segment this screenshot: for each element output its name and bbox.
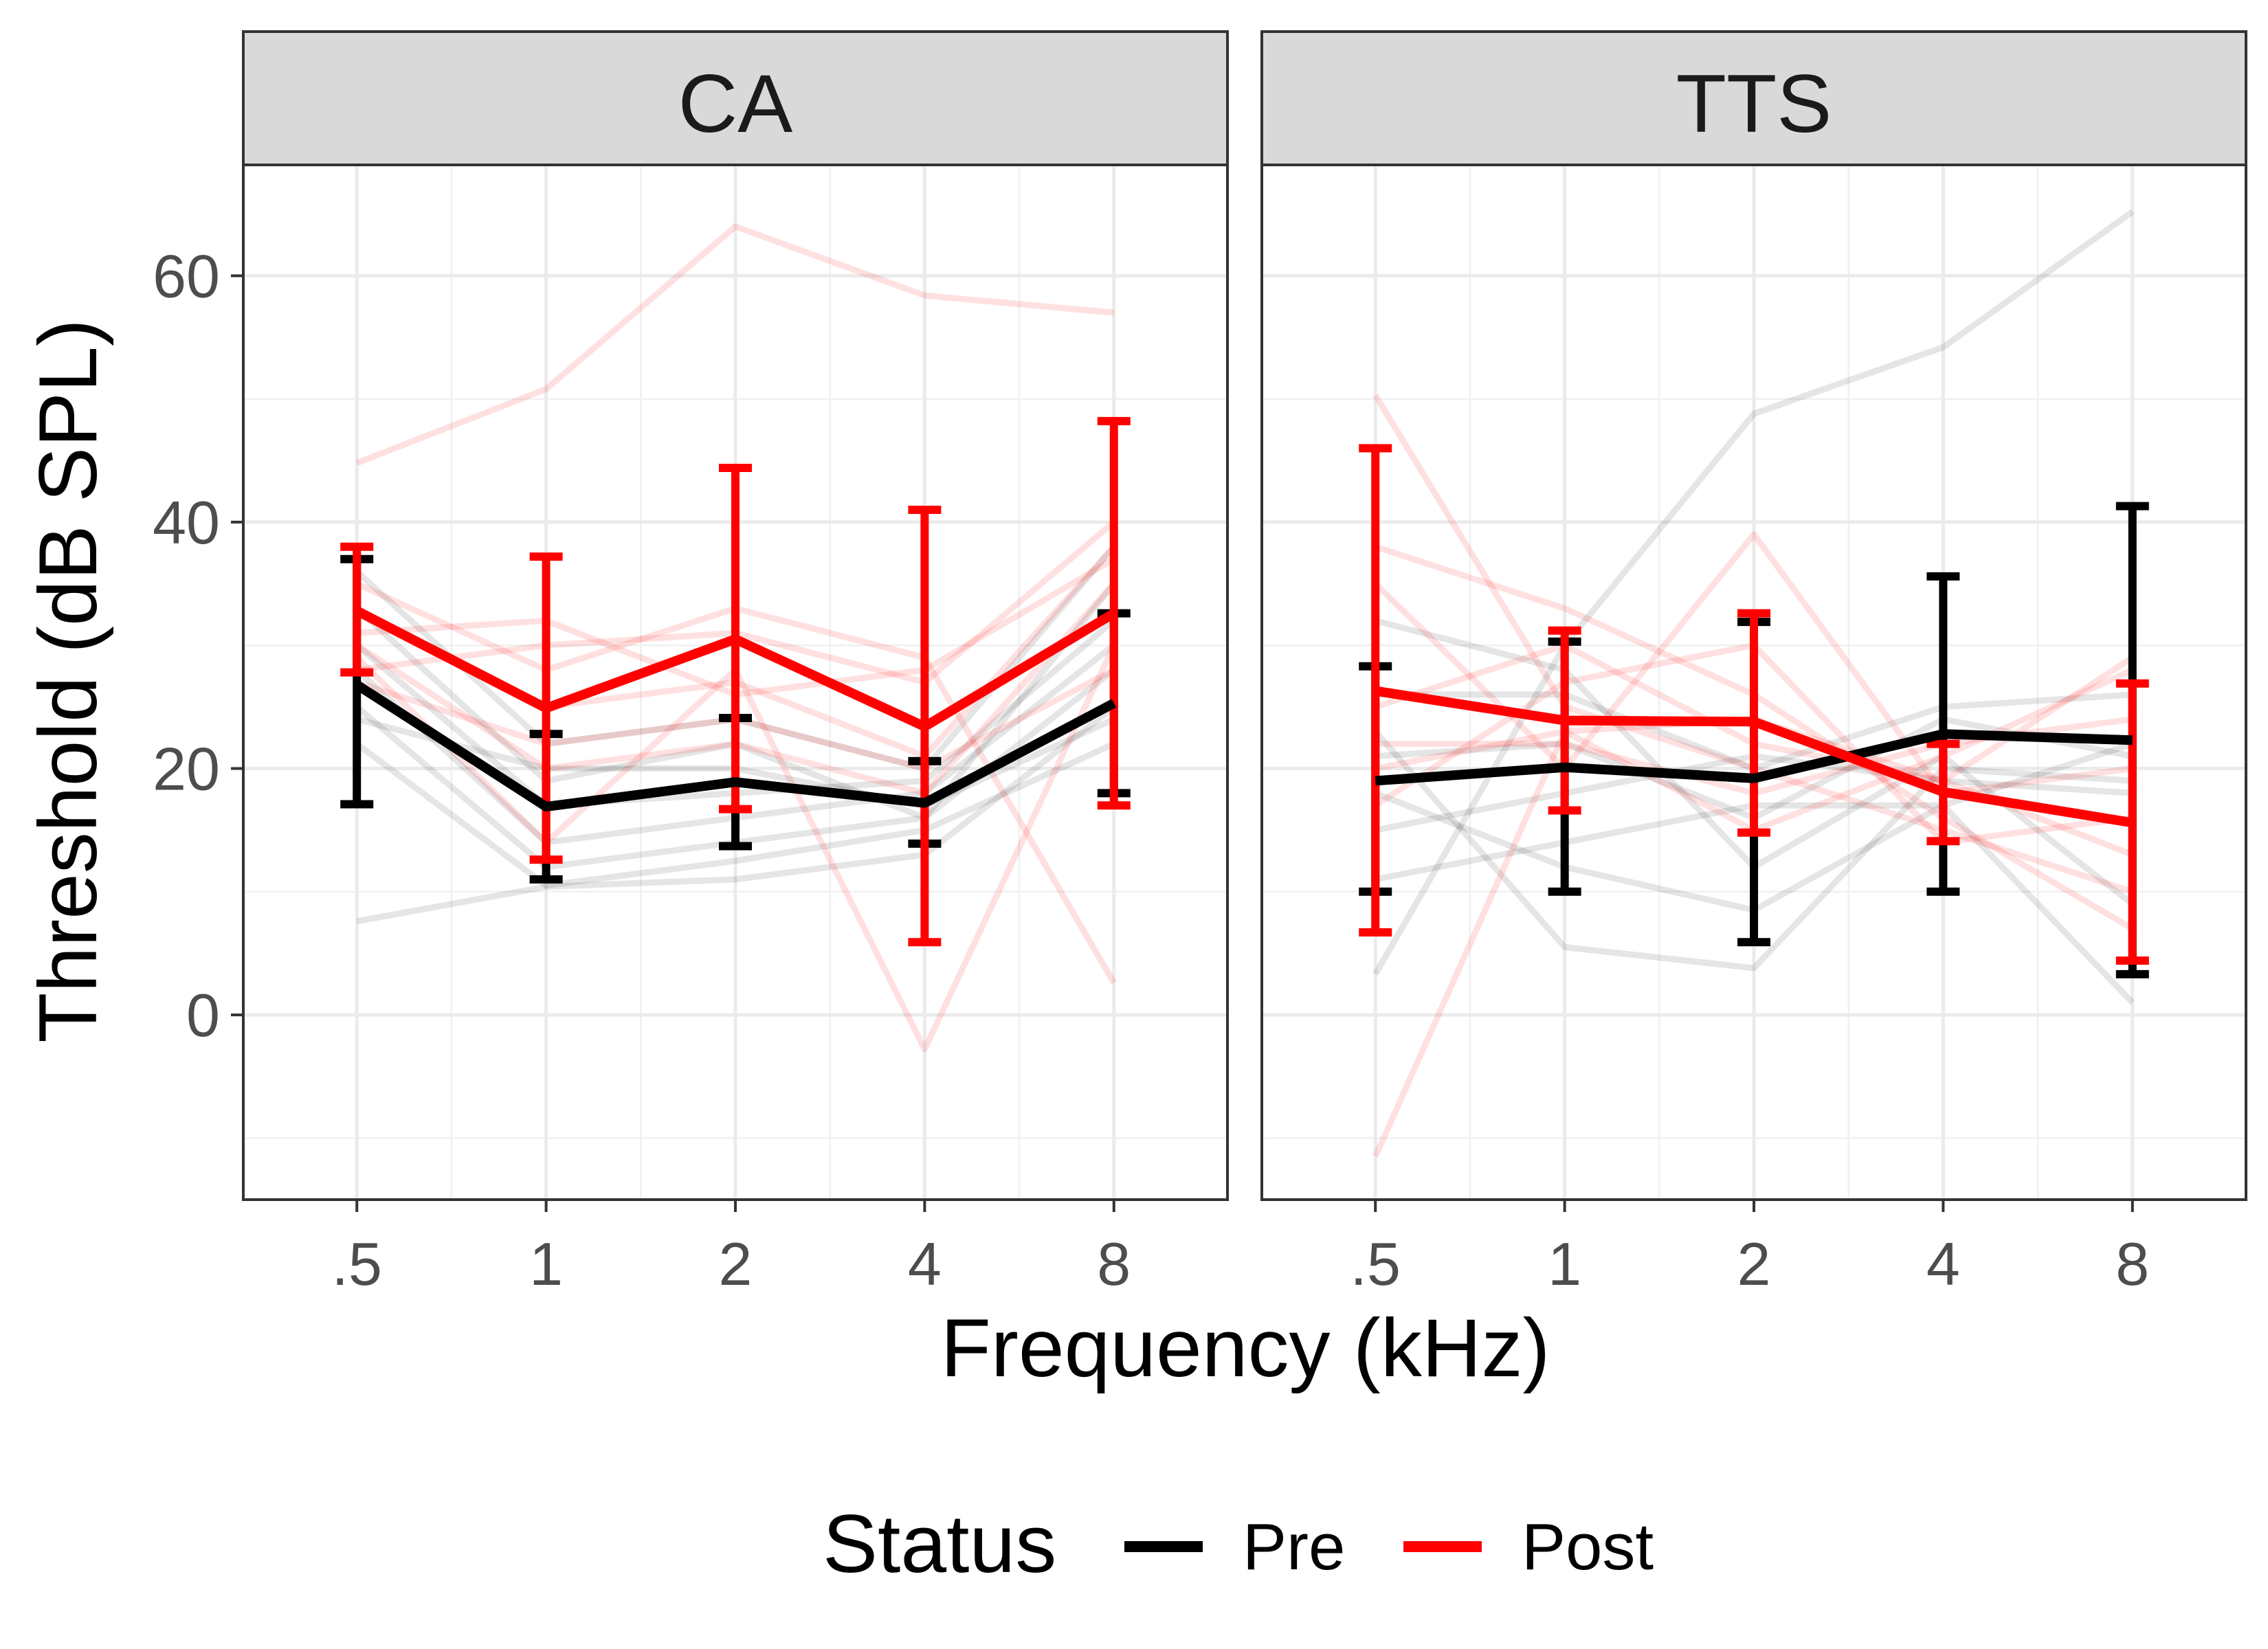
individual-line-pre [356,704,1116,925]
x-tick-label: 2 [1737,1230,1771,1298]
mean-line-pre [354,680,1117,812]
y-tick-label: 20 [153,735,220,803]
x-tick-label: 2 [719,1230,753,1298]
strip-label-ca: CA [678,58,793,150]
x-tick-label: 1 [529,1230,563,1298]
x-tick-label: 1 [1548,1230,1581,1298]
x-tick-label: 8 [2115,1230,2149,1298]
individual-line-pre [1372,729,2133,972]
panel-tts: TTS .5 1 2 4 8 [1260,30,2247,1298]
x-tick-label: .5 [1350,1230,1401,1298]
strip-ca [242,30,1229,166]
legend-label-pre: Pre [1243,1510,1345,1584]
errorbar-post [1359,444,1392,936]
strip-label-tts: TTS [1676,58,1832,150]
x-tick-label: 4 [908,1230,942,1298]
x-tick-label: 8 [1097,1230,1131,1298]
individual-line-post [355,223,1115,467]
x-tick-label: .5 [332,1230,382,1298]
y-tick-label: 0 [186,981,220,1049]
individual-line-pre [355,741,1115,889]
y-tick-label: 40 [153,489,220,557]
errorbar-post [340,542,374,677]
mean-line-post [355,606,1117,732]
strip-tts [1260,30,2247,166]
panel-ca: CA .5 1 2 4 8 0 20 40 60 [153,30,1229,1298]
legend-label-post: Post [1522,1510,1654,1584]
x-axis-title: Frequency (kHz) [941,1302,1550,1394]
individual-line-pre [1372,209,2135,976]
mean-line-post [1375,686,2133,828]
x-tick-label: 4 [1926,1230,1960,1298]
mean-line-pre [1375,729,2133,786]
legend-title: Status [823,1498,1056,1590]
y-tick-label: 60 [153,242,220,310]
y-axis-title: Threshold (dB SPL) [22,319,114,1043]
legend: Status Pre Post [823,1498,1654,1590]
facet-panels: CA .5 1 2 4 8 0 20 40 60 TTS .5 1 2 4 8 [153,30,2247,1298]
